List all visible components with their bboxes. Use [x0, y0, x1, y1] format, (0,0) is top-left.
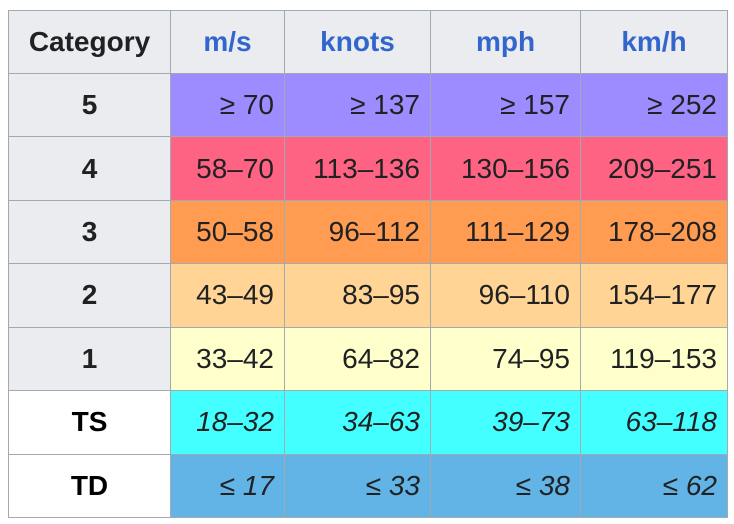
ms-cell: 33–42 [170, 326, 285, 392]
row-category: 2 [8, 263, 171, 328]
knots-cell: ≥ 137 [284, 72, 431, 138]
header-row: Category m/s knots mph km/h [8, 10, 728, 74]
ms-cell: 58–70 [170, 136, 285, 201]
mph-cell: 96–110 [430, 263, 581, 328]
table-row: 4 58–70 113–136 130–156 209–251 [8, 136, 728, 201]
kmh-cell: 178–208 [580, 199, 728, 265]
table-row: 2 43–49 83–95 96–110 154–177 [8, 263, 728, 328]
kmh-cell: ≥ 252 [580, 72, 728, 138]
knots-cell: ≤ 33 [284, 453, 431, 519]
row-category: 5 [8, 72, 171, 138]
mph-cell: 39–73 [430, 390, 581, 455]
kmh-cell: 63–118 [580, 390, 728, 455]
mph-cell: ≤ 38 [430, 453, 581, 519]
knots-cell: 113–136 [284, 136, 431, 201]
kmh-cell: ≤ 62 [580, 453, 728, 519]
knots-cell: 34–63 [284, 390, 431, 455]
table-row: 3 50–58 96–112 111–129 178–208 [8, 199, 728, 265]
table-row: 5 ≥ 70 ≥ 137 ≥ 157 ≥ 252 [8, 72, 728, 138]
header-mph[interactable]: mph [430, 10, 581, 74]
header-knots[interactable]: knots [284, 10, 431, 74]
row-category: 4 [8, 136, 171, 201]
header-kmh[interactable]: km/h [580, 10, 728, 74]
header-ms[interactable]: m/s [170, 10, 285, 74]
ms-cell: 43–49 [170, 263, 285, 328]
header-category[interactable]: Category [8, 10, 171, 74]
table-row: TD ≤ 17 ≤ 33 ≤ 38 ≤ 62 [8, 453, 728, 519]
ms-cell: 18–32 [170, 390, 285, 455]
mph-cell: 111–129 [430, 199, 581, 265]
row-category: TD [8, 453, 171, 519]
row-category: 3 [8, 199, 171, 265]
knots-cell: 64–82 [284, 326, 431, 392]
mph-cell: ≥ 157 [430, 72, 581, 138]
kmh-cell: 209–251 [580, 136, 728, 201]
kmh-cell: 154–177 [580, 263, 728, 328]
table-row: 1 33–42 64–82 74–95 119–153 [8, 326, 728, 392]
row-category: TS [8, 390, 171, 455]
row-category: 1 [8, 326, 171, 392]
kmh-cell: 119–153 [580, 326, 728, 392]
table-row: TS 18–32 34–63 39–73 63–118 [8, 390, 728, 455]
knots-cell: 96–112 [284, 199, 431, 265]
mph-cell: 74–95 [430, 326, 581, 392]
ms-cell: ≤ 17 [170, 453, 285, 519]
mph-cell: 130–156 [430, 136, 581, 201]
ms-cell: 50–58 [170, 199, 285, 265]
ms-cell: ≥ 70 [170, 72, 285, 138]
knots-cell: 83–95 [284, 263, 431, 328]
wind-scale-table: Category m/s knots mph km/h 5 ≥ 70 ≥ 137… [8, 10, 728, 519]
